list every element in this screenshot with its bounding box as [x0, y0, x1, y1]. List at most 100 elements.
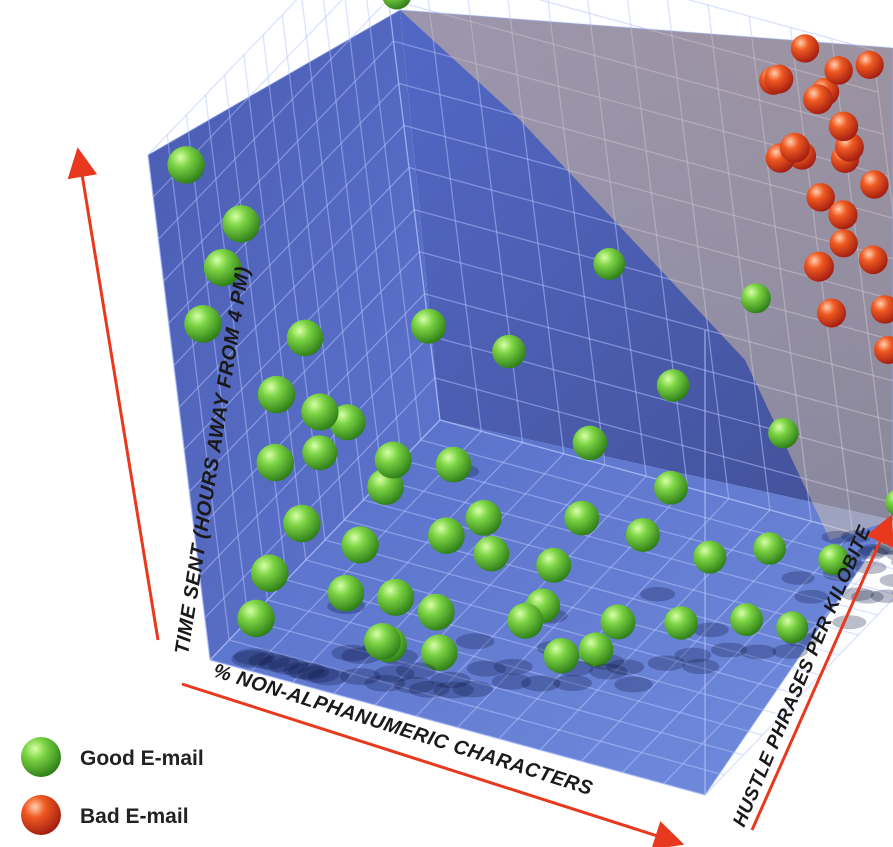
- good-email-point: [656, 369, 690, 402]
- legend-item-bad: Bad E-mail: [21, 795, 189, 835]
- good-email-point: [417, 593, 455, 631]
- point-shadow: [879, 573, 893, 587]
- point-shadow: [452, 680, 494, 698]
- good-email-point: [564, 500, 600, 536]
- point-shadow: [692, 622, 729, 638]
- good-email-point: [184, 305, 222, 343]
- point-shadow: [248, 652, 290, 670]
- z-axis-arrow: [750, 514, 893, 831]
- good-email-point: [411, 308, 447, 344]
- legend-label-good: Good E-mail: [80, 747, 204, 770]
- point-shadow: [647, 655, 686, 671]
- point-shadow: [614, 676, 653, 693]
- good-email-point: [302, 435, 338, 471]
- bad-email-point: [779, 132, 810, 163]
- point-shadow: [850, 590, 884, 604]
- point-shadow: [854, 560, 887, 575]
- legend-item-good: Good E-mail: [21, 737, 204, 777]
- bad-email-point: [803, 84, 833, 115]
- good-email-point: [167, 146, 205, 184]
- point-shadow: [297, 665, 340, 683]
- bad-email-point: [806, 183, 835, 212]
- point-shadow: [491, 673, 532, 690]
- good-email-point: [435, 446, 472, 483]
- point-shadow: [455, 633, 495, 650]
- good-email-point: [578, 632, 614, 667]
- good-email-point: [885, 490, 893, 516]
- point-shadow: [466, 660, 507, 677]
- point-shadow: [430, 671, 471, 689]
- bad-email-point: [829, 229, 858, 258]
- point-shadow: [606, 659, 645, 675]
- bad-email-point: [828, 111, 859, 142]
- good-email-point: [327, 574, 365, 612]
- good-email-point: [329, 404, 366, 441]
- good-email-point: [301, 393, 339, 431]
- point-shadow: [841, 530, 873, 543]
- good-email-point: [693, 540, 727, 574]
- bad-email-point: [790, 34, 820, 63]
- good-email-point: [222, 205, 260, 243]
- good-email-point: [654, 470, 688, 505]
- bad-email-point: [804, 251, 834, 282]
- axis-arrows: [67, 147, 893, 847]
- point-shadow: [521, 675, 561, 692]
- bad-email-point: [764, 64, 794, 94]
- bad-email-point: [817, 298, 846, 328]
- point-shadow: [364, 674, 406, 692]
- good-email-point: [768, 417, 799, 449]
- good-email-point: [536, 547, 572, 583]
- point-shadow: [339, 668, 381, 685]
- legend-label-bad: Bad E-mail: [80, 805, 189, 828]
- good-email-point: [250, 554, 289, 593]
- x-axis-arrow: [181, 682, 685, 847]
- point-shadow: [552, 675, 593, 691]
- point-shadow: [640, 587, 676, 602]
- point-shadow: [821, 530, 853, 544]
- good-email-point: [428, 517, 465, 554]
- point-shadow: [268, 657, 310, 675]
- point-shadow: [283, 661, 325, 679]
- point-shadow: [258, 655, 300, 672]
- good-email-point: [237, 599, 275, 638]
- good-email-point: [421, 634, 458, 671]
- green-ball-icon: [21, 737, 61, 777]
- point-shadow: [408, 680, 450, 698]
- point-shadow: [885, 549, 893, 561]
- good-email-point: [374, 441, 412, 479]
- bad-email-point: [828, 200, 858, 230]
- point-shadow: [393, 676, 435, 694]
- point-shadow: [288, 663, 330, 681]
- legend: Good E-mail Bad E-mail: [21, 737, 204, 835]
- bad-email-point: [858, 245, 888, 275]
- good-email-point: [256, 443, 295, 482]
- point-shadow: [395, 662, 436, 679]
- good-email-point: [730, 603, 764, 637]
- good-email-point: [286, 319, 324, 357]
- good-email-point: [492, 334, 526, 369]
- good-email-point: [572, 425, 608, 461]
- point-shadow: [772, 644, 808, 659]
- good-email-point: [382, 0, 411, 10]
- good-email-point: [740, 283, 771, 314]
- data-points: [167, 0, 893, 699]
- point-shadow: [433, 681, 474, 699]
- good-email-point: [363, 623, 401, 660]
- back-wall-grid-line: [687, 0, 874, 51]
- good-email-point: [776, 611, 809, 644]
- good-email-point: [507, 602, 544, 639]
- point-shadow: [331, 644, 372, 662]
- good-email-point: [341, 526, 379, 564]
- point-shadow: [832, 615, 867, 630]
- point-shadow: [493, 658, 533, 675]
- point-shadow: [674, 647, 712, 663]
- good-email-point: [664, 606, 698, 640]
- good-email-point: [543, 638, 580, 674]
- point-shadow: [794, 589, 829, 604]
- left-wall-grid-line: [147, 0, 298, 156]
- good-email-point: [593, 248, 626, 280]
- point-shadow: [589, 663, 628, 680]
- bad-email-point: [855, 50, 884, 79]
- y-axis-arrow: [67, 147, 160, 641]
